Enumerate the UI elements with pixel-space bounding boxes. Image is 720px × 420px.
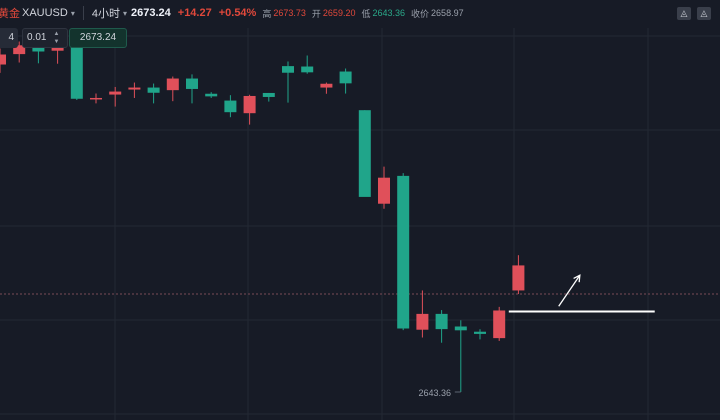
chevron-down-icon[interactable]: ▾ xyxy=(70,8,75,18)
chevron-down-icon[interactable]: ▾ xyxy=(122,8,127,18)
candle xyxy=(205,92,218,98)
chart-tool-icon-2[interactable]: ◬ xyxy=(697,7,711,20)
candle-body xyxy=(301,66,314,73)
quantity-stepper[interactable]: ▲ ▼ xyxy=(53,31,60,45)
interval-selector[interactable]: 4小时 xyxy=(91,8,120,20)
order-left-field[interactable]: 4 xyxy=(0,28,18,48)
candle-body xyxy=(358,110,371,197)
candle-body xyxy=(339,71,352,84)
low-value: 2643.36 xyxy=(372,8,406,18)
candle xyxy=(282,61,294,103)
candle-body xyxy=(186,78,198,89)
candle xyxy=(243,94,256,125)
candle-body xyxy=(128,87,141,90)
candle-body xyxy=(397,175,410,329)
candle xyxy=(474,329,486,340)
candle xyxy=(109,86,122,107)
candle xyxy=(416,290,429,338)
last-price: 2673.24 xyxy=(131,7,171,19)
candle xyxy=(512,255,525,295)
candle xyxy=(378,166,390,209)
candle-body xyxy=(205,93,218,97)
candle xyxy=(70,42,83,100)
candle-body xyxy=(13,45,26,55)
candle-body xyxy=(243,95,256,114)
candle-body xyxy=(70,42,83,99)
open-value: 2659.20 xyxy=(322,8,356,18)
close-label: 收价 xyxy=(411,8,430,19)
low-price-label: 2643.36 xyxy=(419,388,452,398)
candle-body xyxy=(262,92,275,97)
symbol-toolbar: 黄金 XAUUSD ▾ 4小时 ▾ 2673.24 +14.27 +0.54% … xyxy=(0,0,720,26)
high-value: 2673.73 xyxy=(273,8,306,18)
candle-body xyxy=(474,331,486,334)
low-label: 低 xyxy=(361,8,371,19)
arrow-drawing[interactable] xyxy=(558,274,581,307)
candle xyxy=(262,92,275,102)
candle xyxy=(90,93,102,104)
symbol-name[interactable]: XAUUSD xyxy=(22,7,68,19)
chart-grid xyxy=(0,28,720,420)
candle-body xyxy=(0,54,6,65)
candle-body xyxy=(512,265,525,291)
candle xyxy=(493,306,506,341)
price-field[interactable]: 2673.24 xyxy=(69,28,127,48)
candle-body xyxy=(32,45,45,52)
candle xyxy=(0,48,6,73)
candle xyxy=(339,68,352,94)
candle xyxy=(454,320,467,392)
candle xyxy=(186,74,198,104)
candle xyxy=(13,41,26,63)
candles xyxy=(0,34,525,392)
candle xyxy=(358,110,371,197)
price-change-percent: +0.54% xyxy=(218,7,257,19)
high-label: 高 xyxy=(262,8,272,19)
divider xyxy=(82,6,84,20)
open-label: 开 xyxy=(311,8,321,19)
price-change: +14.27 xyxy=(177,7,212,19)
candle xyxy=(128,82,141,98)
candle xyxy=(320,82,333,94)
candle-body xyxy=(416,313,429,330)
symbol-prefix[interactable]: 黄金 xyxy=(0,8,20,20)
candle-body xyxy=(320,83,333,88)
candle xyxy=(435,310,448,343)
quantity-field[interactable]: 0.01 xyxy=(22,28,68,48)
chart-tool-icon[interactable]: ◬ xyxy=(677,7,691,20)
candle xyxy=(166,76,179,102)
candle-body xyxy=(224,100,237,113)
candle-body xyxy=(435,313,448,330)
candle-body xyxy=(493,310,506,339)
candle xyxy=(397,173,410,331)
candle-body xyxy=(90,97,102,100)
close-value: 2658.97 xyxy=(431,8,464,18)
candle xyxy=(147,83,160,104)
candle xyxy=(224,95,237,118)
candle-body xyxy=(378,177,390,204)
candle-body xyxy=(109,91,122,95)
candle-body xyxy=(166,78,179,91)
candle xyxy=(301,55,314,74)
candle-body xyxy=(147,87,160,93)
candle-body xyxy=(282,66,294,73)
candle-body xyxy=(454,326,467,331)
low-price-marker: 2643.36 xyxy=(419,388,461,398)
